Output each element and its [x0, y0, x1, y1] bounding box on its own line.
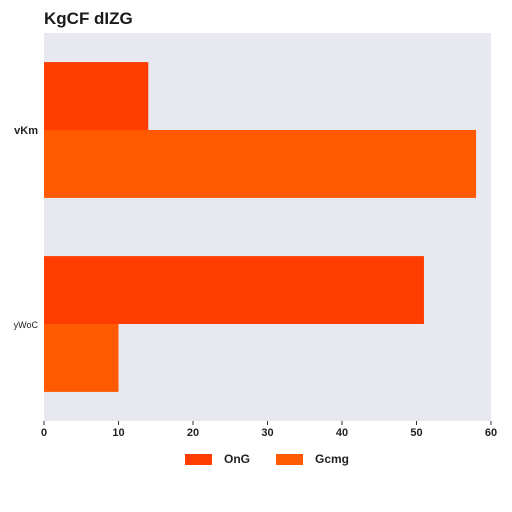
bar-Gcmg-yWoC: [44, 324, 119, 392]
legend-swatch: [275, 453, 303, 465]
bar-OnG-vKm: [44, 62, 149, 130]
x-tick-label: 40: [336, 427, 348, 439]
x-tick-label: 50: [410, 427, 422, 439]
legend-item: Gcmg: [275, 452, 349, 466]
x-tick-label: 60: [485, 427, 497, 439]
bar-Gcmg-vKm: [44, 130, 477, 198]
x-tick-label: 10: [112, 427, 124, 439]
bar-OnG-yWoC: [44, 256, 424, 324]
legend-label: OnG: [223, 452, 250, 466]
x-tick-label: 20: [187, 427, 199, 439]
x-tick-label: 0: [41, 427, 47, 439]
legend: OnG Gcmg: [0, 452, 512, 466]
legend-label: Gcmg: [314, 452, 349, 466]
category-label: vKm: [14, 125, 38, 137]
legend-swatch: [184, 453, 212, 465]
legend-item: OnG: [184, 452, 250, 466]
x-tick-label: 30: [261, 427, 273, 439]
category-label: yWoC: [14, 320, 39, 330]
chart-title: KgCF dIZG: [44, 9, 133, 28]
